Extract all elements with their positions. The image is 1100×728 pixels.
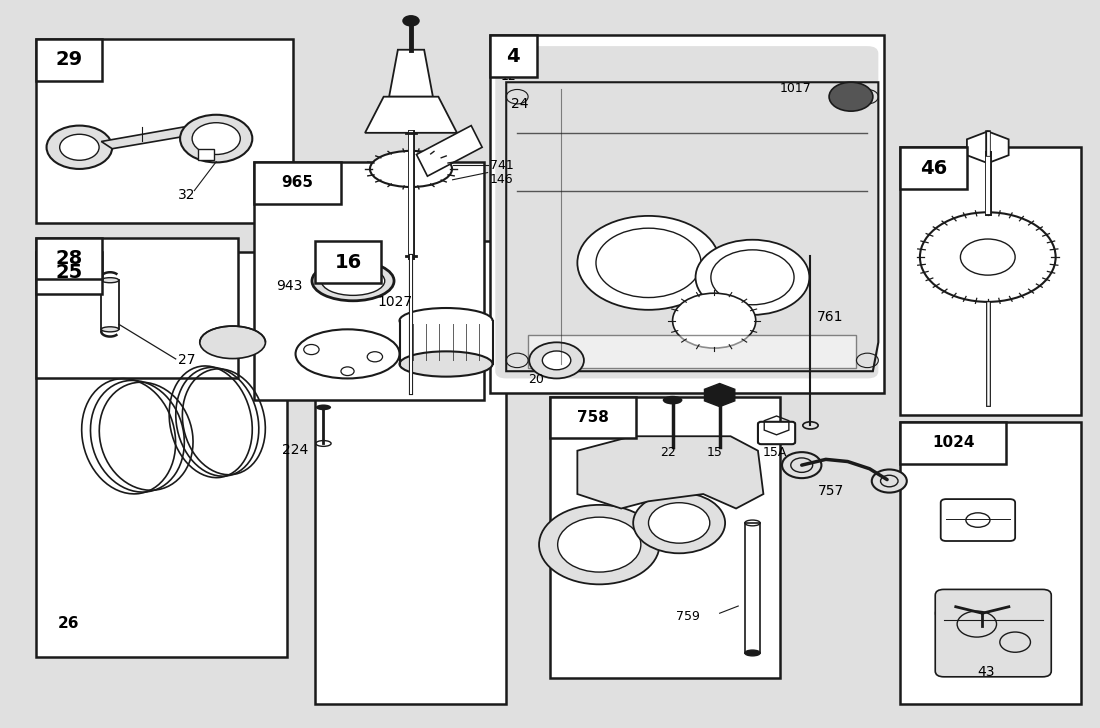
Bar — [315, 241, 506, 703]
Bar — [35, 39, 293, 223]
Circle shape — [59, 134, 99, 160]
Text: 741: 741 — [490, 159, 514, 172]
Text: 1024: 1024 — [932, 435, 975, 450]
Ellipse shape — [805, 253, 816, 258]
Bar — [399, 320, 493, 364]
Polygon shape — [578, 436, 763, 508]
Text: 12: 12 — [500, 70, 517, 83]
Bar — [900, 147, 967, 189]
Text: 16: 16 — [334, 253, 362, 272]
Text: 15A: 15A — [762, 446, 786, 459]
Bar — [490, 35, 537, 77]
Text: 943: 943 — [276, 280, 303, 293]
Ellipse shape — [399, 352, 493, 376]
Circle shape — [367, 352, 383, 362]
Text: 24: 24 — [510, 97, 528, 111]
Polygon shape — [417, 126, 482, 176]
Circle shape — [192, 123, 240, 154]
Ellipse shape — [399, 308, 493, 333]
Bar — [35, 237, 102, 280]
Circle shape — [46, 126, 112, 169]
Bar — [745, 523, 760, 653]
Circle shape — [695, 240, 810, 315]
Ellipse shape — [101, 327, 119, 332]
Bar — [550, 397, 637, 438]
Ellipse shape — [321, 266, 385, 296]
Circle shape — [180, 115, 252, 162]
Text: 759: 759 — [675, 611, 700, 623]
Text: 15: 15 — [706, 446, 723, 459]
Ellipse shape — [662, 396, 682, 405]
Polygon shape — [506, 82, 878, 371]
Polygon shape — [365, 97, 456, 132]
Text: 224: 224 — [282, 443, 308, 457]
Polygon shape — [528, 335, 857, 368]
Text: 20: 20 — [528, 373, 544, 386]
FancyBboxPatch shape — [935, 590, 1052, 677]
Circle shape — [649, 503, 710, 543]
Bar — [198, 149, 214, 160]
Bar — [35, 237, 238, 379]
Bar — [35, 39, 102, 81]
Ellipse shape — [370, 151, 452, 187]
Circle shape — [341, 367, 354, 376]
FancyBboxPatch shape — [940, 499, 1015, 541]
FancyBboxPatch shape — [495, 46, 878, 379]
Text: 1017: 1017 — [780, 82, 812, 95]
Text: 29: 29 — [55, 50, 82, 69]
Text: 25: 25 — [55, 264, 82, 282]
Bar — [490, 35, 883, 393]
Circle shape — [829, 82, 873, 111]
Text: 28: 28 — [55, 249, 82, 268]
Ellipse shape — [745, 650, 760, 656]
Circle shape — [672, 293, 756, 348]
Bar — [35, 252, 102, 294]
Text: 26: 26 — [57, 616, 79, 630]
Circle shape — [539, 505, 659, 585]
Bar — [254, 162, 484, 400]
Ellipse shape — [947, 599, 1018, 628]
Ellipse shape — [316, 405, 331, 411]
Bar — [519, 64, 537, 104]
Polygon shape — [101, 127, 206, 149]
Circle shape — [920, 213, 1056, 302]
Circle shape — [872, 470, 906, 493]
Text: 27: 27 — [178, 353, 196, 367]
Bar — [35, 252, 287, 657]
Text: 761: 761 — [817, 309, 844, 324]
Text: 146: 146 — [490, 173, 514, 186]
Text: 965: 965 — [282, 175, 314, 190]
Text: 758: 758 — [578, 410, 609, 425]
FancyBboxPatch shape — [758, 422, 795, 444]
Circle shape — [542, 351, 571, 370]
Ellipse shape — [296, 329, 399, 379]
Circle shape — [304, 344, 319, 355]
Bar — [900, 147, 1081, 414]
Ellipse shape — [936, 593, 1028, 633]
Text: 46: 46 — [920, 159, 947, 178]
Text: 32: 32 — [178, 189, 196, 202]
Polygon shape — [389, 50, 433, 97]
Text: 757: 757 — [818, 485, 845, 499]
Ellipse shape — [101, 277, 119, 282]
Circle shape — [529, 342, 584, 379]
Text: 22: 22 — [660, 446, 676, 459]
Bar — [900, 422, 1081, 703]
Circle shape — [558, 517, 641, 572]
Circle shape — [634, 493, 725, 553]
Bar — [315, 241, 382, 283]
Bar — [900, 422, 1006, 464]
Circle shape — [782, 452, 822, 478]
Text: 43: 43 — [977, 665, 994, 679]
Bar — [254, 162, 341, 204]
Text: 4: 4 — [506, 47, 520, 66]
Ellipse shape — [200, 326, 265, 359]
Ellipse shape — [312, 261, 394, 301]
Ellipse shape — [519, 61, 537, 67]
Circle shape — [578, 216, 719, 310]
Text: 1027: 1027 — [377, 296, 412, 309]
Bar — [550, 397, 780, 678]
Bar — [101, 280, 119, 329]
Circle shape — [403, 15, 420, 27]
